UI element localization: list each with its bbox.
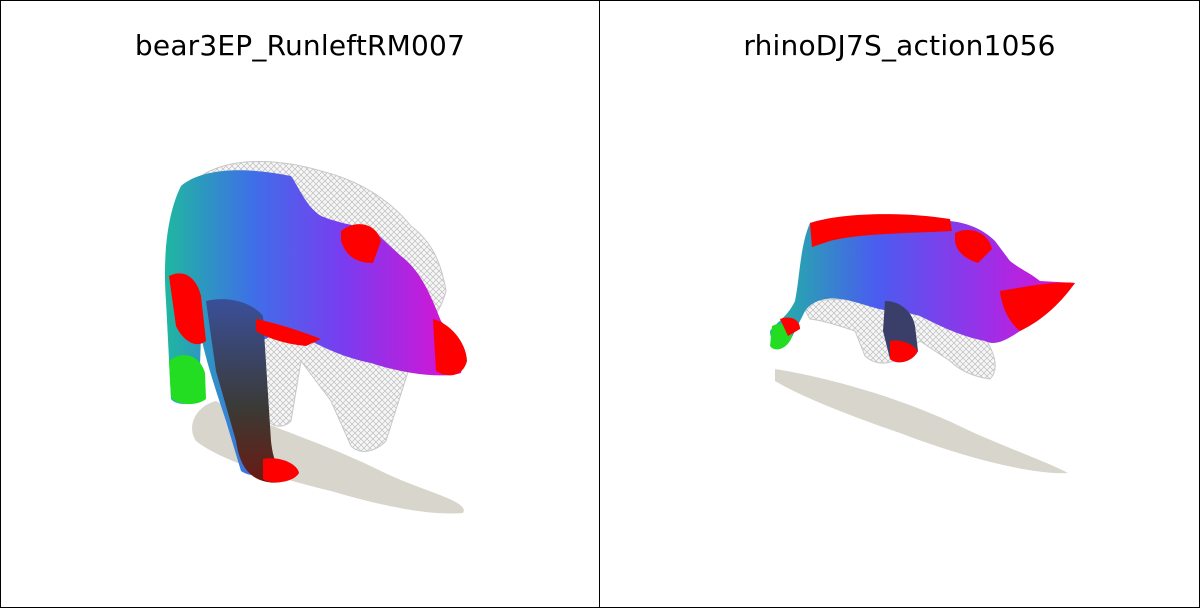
left-viewport: bear3EP_RunleftRM007 [0, 0, 600, 608]
rhino-mapped-body [770, 215, 1075, 345]
bear-red-ear [341, 224, 381, 263]
bear-render [164, 161, 467, 514]
left-panel-title: bear3EP_RunleftRM007 [134, 29, 466, 62]
bear-red-patch-chest [169, 273, 206, 345]
rhino-shadow [775, 369, 1068, 474]
bear-front-leg [206, 299, 288, 483]
rhino-red-tail [780, 317, 800, 336]
rhino-render [770, 214, 1075, 474]
rhino-red-back [810, 214, 952, 247]
bear-green-paw [169, 355, 206, 405]
rhino-red-ear [955, 229, 992, 263]
bear-red-belly [256, 319, 321, 346]
bear-red-snout [433, 319, 467, 376]
rhino-red-leg [890, 340, 918, 363]
right-panel-title: rhinoDJ7S_action1056 [743, 29, 1056, 62]
right-viewport: rhinoDJ7S_action1056 [599, 0, 1200, 608]
rhino-red-horn [1000, 282, 1075, 331]
bear-red-paw [263, 458, 299, 483]
